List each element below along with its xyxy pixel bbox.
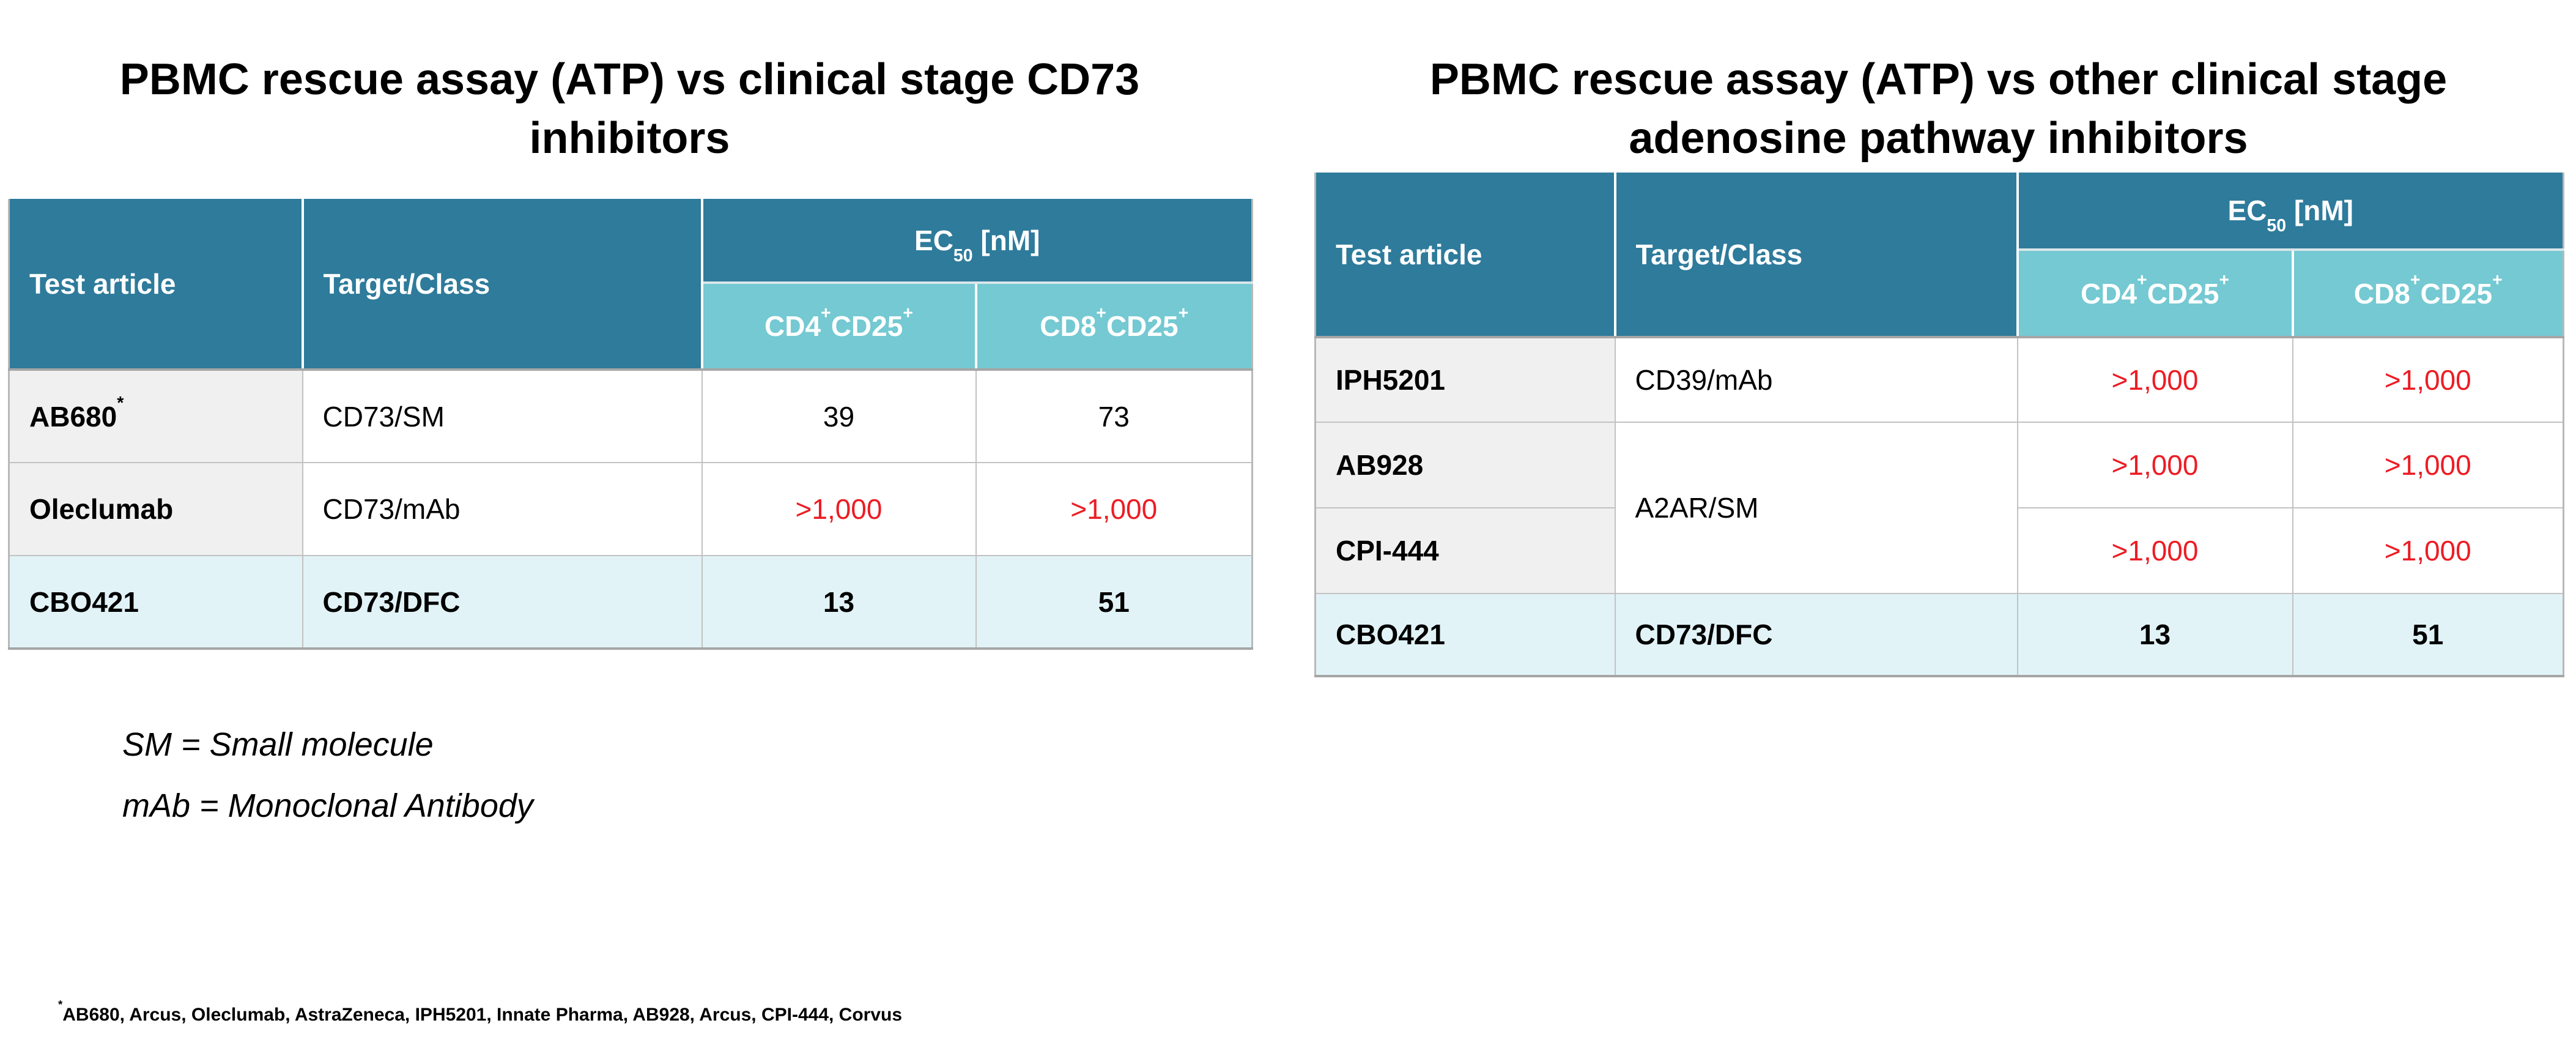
- test-article-name: CPI-444: [1336, 535, 1439, 567]
- test-article-name: IPH5201: [1336, 364, 1446, 396]
- column-header-cd8-cd25: CD8+CD25+: [975, 283, 1253, 371]
- ec50-label-subscript: 50: [953, 245, 973, 266]
- cell-target-class: CD39/mAb: [1614, 337, 2018, 423]
- cd25-label-plus: +: [2219, 270, 2229, 291]
- column-header-cd4-cd25: CD4+CD25+: [701, 283, 977, 371]
- left-title: PBMC rescue assay (ATP) vs clinical stag…: [8, 50, 1251, 168]
- cd8-label-base: CD8: [2353, 277, 2410, 310]
- right-header-row-1: Test article Target/Class EC50 [nM]: [1315, 173, 2564, 338]
- cd8-label-plus: +: [2410, 270, 2421, 291]
- cd25-label-base: CD25: [2420, 277, 2493, 310]
- test-article-name: CBO421: [1336, 619, 1445, 650]
- cell-ec50-cd8: >1,000: [2292, 507, 2564, 594]
- cd25-label-base: CD25: [1106, 310, 1179, 342]
- right-header-row-2: CD4+CD25+ CD8+CD25+: [1316, 250, 2564, 338]
- ec50-label-base: EC: [2227, 195, 2267, 226]
- cd4-label-base: CD4: [764, 310, 821, 342]
- cd8-label-plus: +: [1096, 303, 1106, 323]
- cell-ec50-cd4: >1,000: [2016, 507, 2293, 594]
- legend-line-mab: mAb = Monoclonal Antibody: [122, 787, 533, 824]
- footnote-asterisk: *: [58, 997, 63, 1011]
- column-header-target-class: Target/Class: [302, 199, 703, 371]
- footnote-marker: *: [117, 393, 124, 414]
- cell-ec50-cd4: >1,000: [2016, 422, 2293, 508]
- cd4-label-plus: +: [2137, 270, 2147, 291]
- cell-test-article: AB928: [1314, 422, 1616, 508]
- cell-test-article: CBO421: [8, 555, 303, 649]
- table-row-oleclumab: Oleclumab CD73/mAb >1,000 >1,000: [8, 462, 1253, 556]
- column-header-test-article: Test article: [9, 199, 304, 371]
- cell-ec50-cd8: 73: [975, 369, 1253, 463]
- cell-target-class: CD73/DFC: [302, 555, 703, 649]
- column-header-cd4-cd25: CD4+CD25+: [2017, 250, 2294, 338]
- cell-ec50-cd8: 51: [975, 555, 1253, 649]
- cell-ec50-cd8: 51: [2292, 593, 2564, 677]
- column-header-test-article: Test article: [1315, 173, 1616, 338]
- cell-test-article: IPH5201: [1314, 337, 1616, 423]
- cell-target-class: CD73/mAb: [302, 462, 703, 556]
- left-title-line-1: PBMC rescue assay (ATP) vs clinical stag…: [119, 54, 1140, 104]
- left-table: Test article Target/Class EC50 [nM] CD4+…: [8, 199, 1253, 650]
- footnote-text: AB680, Arcus, Oleclumab, AstraZeneca, IP…: [62, 1005, 903, 1025]
- cd25-label-base: CD25: [2147, 277, 2219, 310]
- column-header-ec50: EC50 [nM]: [2017, 173, 2564, 251]
- right-title-line-2: adenosine pathway inhibitors: [1629, 114, 2248, 163]
- cd25-label-base: CD25: [831, 310, 903, 342]
- cell-test-article: CBO421: [1314, 593, 1616, 677]
- table-row-cbo421: CBO421 CD73/DFC 13 51: [1314, 593, 2564, 677]
- legend-line-sm: SM = Small molecule: [122, 726, 434, 763]
- cell-ec50-cd8: >1,000: [975, 462, 1253, 556]
- column-header-cd8-cd25: CD8+CD25+: [2292, 250, 2564, 338]
- left-header-row-1: Test article Target/Class EC50 [nM]: [9, 199, 1253, 371]
- table-row-cbo421: CBO421 CD73/DFC 13 51: [8, 555, 1253, 649]
- cell-test-article: CPI-444: [1314, 507, 1616, 594]
- footnote: *AB680, Arcus, Oleclumab, AstraZeneca, I…: [58, 999, 1404, 1025]
- table-row-iph5201: IPH5201 CD39/mAb >1,000 >1,000: [1314, 337, 2564, 423]
- cell-test-article: Oleclumab: [8, 462, 303, 556]
- cd25-label-plus: +: [1178, 303, 1189, 323]
- test-article-name: Oleclumab: [29, 493, 174, 525]
- cell-ec50-cd4: >1,000: [701, 462, 977, 556]
- cell-test-article: AB680*: [8, 369, 303, 463]
- cell-target-class: CD73/SM: [302, 369, 703, 463]
- table-row-ab680: AB680* CD73/SM 39 73: [8, 369, 1253, 463]
- left-title-line-2: inhibitors: [529, 114, 730, 163]
- ec50-label-base: EC: [914, 224, 953, 256]
- test-article-name: CBO421: [29, 586, 139, 618]
- cell-ec50-cd4: >1,000: [2016, 337, 2293, 423]
- cell-ec50-cd8: >1,000: [2292, 337, 2564, 423]
- ec50-label-unit: [nM]: [2286, 195, 2353, 226]
- cell-target-class: CD73/DFC: [1614, 593, 2018, 677]
- ec50-label-subscript: 50: [2267, 216, 2287, 236]
- test-article-name: AB928: [1336, 449, 1424, 481]
- left-header-row-2: CD4+CD25+ CD8+CD25+: [9, 283, 1253, 371]
- ec50-label-unit: [nM]: [972, 224, 1040, 256]
- cd25-label-plus: +: [903, 303, 913, 323]
- column-header-ec50: EC50 [nM]: [701, 199, 1253, 284]
- cell-ec50-cd8: >1,000: [2292, 422, 2564, 508]
- right-table: Test article Target/Class EC50 [nM] CD4+…: [1314, 173, 2564, 677]
- test-article-name: AB680: [29, 400, 117, 433]
- table-row-cpi444: CPI-444 >1,000 >1,000: [1314, 507, 2564, 594]
- right-title-line-1: PBMC rescue assay (ATP) vs other clinica…: [1429, 54, 2448, 104]
- table-row-ab928: AB928 A2AR/SM >1,000 >1,000: [1314, 422, 2564, 594]
- cell-ec50-cd4: 39: [701, 369, 977, 463]
- cd4-label-plus: +: [821, 303, 831, 323]
- cd25-label-plus: +: [2492, 270, 2503, 291]
- cell-ec50-cd4: 13: [2016, 593, 2293, 677]
- column-header-target-class: Target/Class: [1615, 173, 2019, 338]
- cd8-label-base: CD8: [1040, 310, 1097, 342]
- right-title: PBMC rescue assay (ATP) vs other clinica…: [1314, 50, 2563, 168]
- legend: SM = Small molecule mAb = Monoclonal Ant…: [122, 715, 1040, 837]
- cell-target-class-merged: A2AR/SM: [1614, 422, 2018, 594]
- cd4-label-base: CD4: [2081, 277, 2137, 310]
- cell-ec50-cd4: 13: [701, 555, 977, 649]
